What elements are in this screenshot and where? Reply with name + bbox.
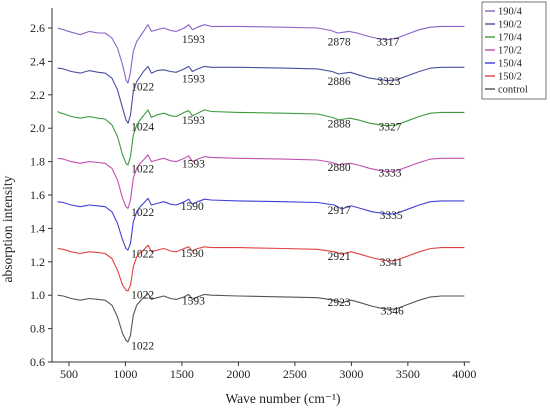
series-line-170-4 [57, 109, 465, 166]
series-line-150-4 [57, 197, 465, 251]
x-axis-title-text: Wave number [225, 391, 301, 406]
x-axis-ticks: 500 1000 1500 2000 2500 3000 3500 4000 [60, 362, 476, 381]
legend-label: 190/2 [498, 20, 522, 31]
y-tick-label: 1.8 [30, 155, 45, 169]
peak-label: 3333 [378, 168, 401, 180]
series-line-170-2 [57, 154, 465, 209]
peak-label: 3346 [381, 305, 404, 317]
peak-label: 2917 [328, 205, 351, 217]
peak-label: 1022 [131, 340, 154, 352]
x-tick-label: 3500 [396, 367, 420, 381]
peak-label: 1593 [182, 158, 205, 170]
peak-annotations: 1022 1593 2878 3317 1024 1593 2886 3323 1022 1593… [131, 34, 404, 352]
x-tick-label: 1000 [113, 367, 137, 381]
peak-label: 2888 [328, 118, 351, 130]
y-axis-title: absorption intensity [0, 175, 15, 282]
y-tick-label: 2.0 [30, 121, 45, 135]
y-tick-label: 1.0 [30, 288, 45, 302]
x-axis-title-unit: (cm⁻¹) [304, 391, 341, 406]
x-tick-label: 4000 [452, 367, 476, 381]
y-tick-label: 1.6 [30, 188, 45, 202]
legend-label: 170/4 [498, 33, 523, 44]
peak-label: 2878 [328, 37, 351, 49]
series-line-150-2 [57, 244, 465, 292]
peak-label: 1022 [131, 82, 154, 94]
series-group [57, 24, 465, 343]
peak-label: 1590 [181, 201, 204, 213]
series-line-190-2 [57, 65, 465, 124]
peak-label: 1024 [131, 122, 154, 134]
y-tick-label: 2.6 [30, 21, 45, 35]
peak-label: 2923 [328, 297, 351, 309]
peak-label: 1022 [131, 163, 154, 175]
peak-label: 1022 [131, 290, 154, 302]
peak-label: 3323 [377, 76, 400, 88]
peak-label: 1593 [182, 34, 205, 46]
legend-label: 150/4 [498, 59, 523, 70]
x-tick-label: 500 [60, 367, 78, 381]
peak-label: 1593 [182, 73, 205, 85]
series-line-control [57, 292, 465, 343]
peak-label: 3317 [376, 37, 399, 49]
x-tick-label: 2000 [226, 367, 250, 381]
peak-label: 2921 [328, 251, 351, 263]
x-tick-label: 3000 [339, 367, 363, 381]
legend: 190/4 190/2 170/4 170/2 150/4 150/2 control [481, 1, 547, 100]
peak-label: 3335 [380, 210, 403, 222]
x-tick-label: 1500 [170, 367, 194, 381]
peak-label: 1593 [182, 115, 205, 127]
legend-label: 150/2 [498, 72, 522, 83]
y-tick-label: 0.8 [30, 322, 45, 336]
peak-label: 2880 [328, 162, 351, 174]
legend-label: control [498, 85, 528, 96]
y-tick-label: 1.4 [30, 221, 45, 235]
peak-label: 1590 [181, 248, 204, 260]
peak-label: 2886 [328, 76, 351, 88]
series-line-190-4 [57, 24, 465, 84]
legend-label: 170/2 [498, 46, 522, 57]
peak-label: 1022 [131, 249, 154, 261]
y-tick-label: 1.2 [30, 255, 45, 269]
legend-label: 190/4 [498, 7, 523, 18]
x-axis-title: Wave number (cm⁻¹) [225, 391, 340, 406]
x-tick-label: 2500 [283, 367, 307, 381]
peak-label: 1022 [131, 207, 154, 219]
y-tick-label: 0.6 [30, 355, 45, 369]
y-tick-label: 2.4 [30, 54, 45, 68]
peak-label: 3341 [380, 257, 403, 269]
y-axis-ticks: 0.6 0.8 1.0 1.2 1.4 1.6 1.8 2.0 2.2 2.4 2.6 [30, 21, 52, 369]
peak-label: 3327 [378, 122, 401, 134]
peak-label: 1593 [182, 295, 205, 307]
y-tick-label: 2.2 [30, 88, 45, 102]
plot-frame [51, 8, 470, 363]
